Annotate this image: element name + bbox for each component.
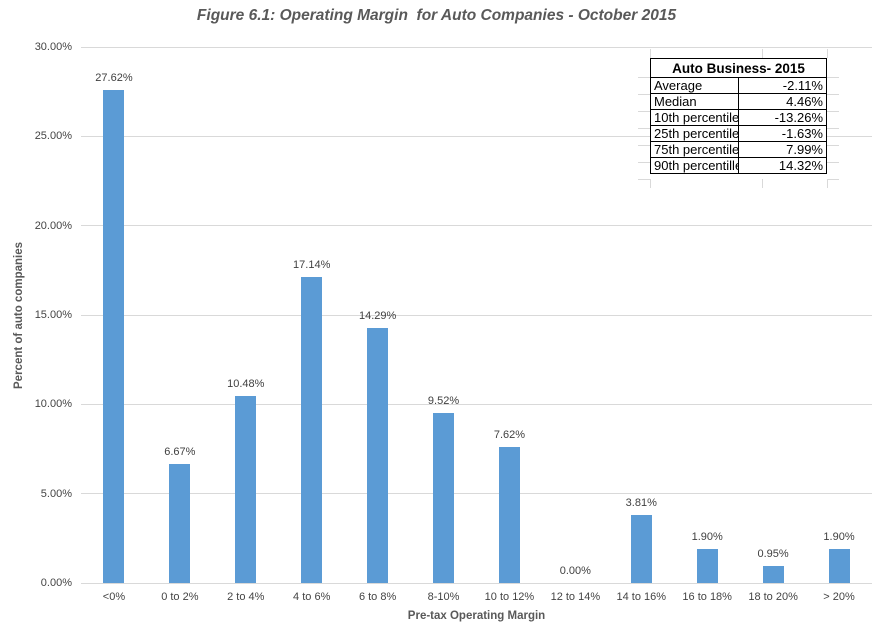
x-tick-label: <0%: [102, 591, 126, 603]
bar-value-label: 3.81%: [625, 496, 657, 509]
spreadsheet-gridline-stub: [827, 111, 839, 112]
spreadsheet-gridline-stub: [827, 128, 839, 129]
plot-area: 0.00% 5.00% 10.00% 15.00% 20.00% 25.00% 30.00%…: [35, 41, 872, 603]
y-tick-label: 0.00%: [40, 577, 72, 589]
y-tick-label: 30.00%: [34, 41, 72, 53]
bar-value-label: 14.29%: [358, 309, 397, 322]
x-tick-label: 0 to 2%: [161, 591, 199, 603]
gridline: [81, 403, 872, 405]
stats-row: 90th percentille 14.32%: [650, 157, 827, 174]
spreadsheet-gridline-stub: [827, 162, 839, 163]
spreadsheet-gridline-stub: [638, 77, 650, 78]
bar: [696, 549, 718, 583]
spreadsheet-gridline-stub: [762, 179, 763, 188]
stats-label: Average: [650, 77, 739, 94]
bar: [498, 446, 520, 583]
x-tick-label: > 20%: [823, 591, 855, 603]
spreadsheet-gridline-stub: [762, 49, 763, 58]
stats-table-title: Auto Business- 2015: [650, 58, 827, 78]
spreadsheet-gridline-stub: [827, 179, 828, 188]
x-tick-label: 18 to 20%: [748, 591, 798, 603]
x-tick-label: 16 to 18%: [682, 591, 732, 603]
stats-value: 14.32%: [738, 157, 827, 174]
x-tick-label: 14 to 16%: [616, 591, 667, 603]
stats-label: 90th percentille: [650, 157, 739, 174]
stats-header-row: Auto Business- 2015: [650, 58, 827, 78]
bar-value-label: 9.52%: [427, 394, 460, 407]
bar: [433, 412, 455, 583]
stats-table-container: Auto Business- 2015 Average -2.11% Median 4.…: [650, 58, 827, 174]
bar-value-label: 0.95%: [757, 548, 789, 561]
stats-row: Average -2.11%: [650, 77, 827, 94]
bar: [367, 327, 389, 583]
stats-row: 75th percentile 7.99%: [650, 141, 827, 158]
x-tick-label: 4 to 6%: [293, 591, 331, 603]
gridline: [81, 582, 872, 584]
spreadsheet-gridline-stub: [827, 145, 839, 146]
gridline: [81, 135, 872, 137]
bar: [630, 514, 652, 583]
bar-value-label: 1.90%: [691, 531, 723, 544]
bar: [762, 566, 784, 583]
bar: [828, 549, 850, 583]
bar-value-label: 1.90%: [823, 531, 855, 544]
x-axis-title: Pre-tax Operating Margin: [407, 610, 546, 622]
stats-value: 4.46%: [738, 93, 827, 110]
spreadsheet-gridline-stub: [827, 49, 828, 58]
bar: [301, 276, 323, 583]
spreadsheet-gridline-stub: [638, 179, 650, 180]
bar: [103, 89, 125, 583]
bar-value-label: 10.48%: [227, 377, 265, 390]
stats-value: 7.99%: [738, 141, 827, 158]
gridline: [81, 225, 872, 227]
gridline: [81, 493, 872, 495]
spreadsheet-gridline-stub: [827, 77, 839, 78]
bar-value-label: 27.62%: [95, 71, 133, 84]
gridline: [81, 46, 872, 48]
x-tick-label: 2 to 4%: [227, 591, 265, 603]
bar-value-label: 7.62%: [493, 428, 526, 441]
gridline: [81, 314, 872, 316]
bar-value-label: 17.14%: [293, 258, 331, 271]
spreadsheet-gridline-stub: [827, 94, 839, 95]
stats-label: 25th percentile: [650, 125, 739, 142]
spreadsheet-gridline-stub: [650, 49, 651, 58]
stats-value: -13.26%: [738, 109, 827, 126]
x-tick-label: 8-10%: [427, 591, 460, 603]
x-tick-label: 12 to 14%: [550, 591, 601, 603]
y-tick-label: 20.00%: [34, 219, 72, 232]
spreadsheet-gridline-stub: [638, 111, 650, 112]
chart-title: Figure 6.1: Operating Margin for Auto Co…: [196, 7, 677, 24]
x-tick-label: 10 to 12%: [484, 591, 535, 603]
stats-row: 10th percentile -13.26%: [650, 109, 827, 126]
bar-value-label: 6.67%: [164, 445, 196, 458]
y-tick-label: 10.00%: [34, 398, 72, 411]
stats-row: Median 4.46%: [650, 93, 827, 110]
stats-label: 10th percentile: [650, 109, 739, 126]
y-tick-label: 15.00%: [34, 309, 72, 321]
x-tick-label: 6 to 8%: [358, 591, 397, 603]
spreadsheet-gridline-stub: [827, 179, 839, 180]
spreadsheet-gridline-stub: [638, 145, 650, 146]
spreadsheet-gridline-stub: [650, 179, 651, 188]
stats-value: -1.63%: [738, 125, 827, 142]
stats-value: -2.11%: [738, 77, 827, 94]
bar: [235, 395, 257, 583]
spreadsheet-gridline-stub: [638, 162, 650, 163]
stats-label: 75th percentile: [650, 141, 739, 158]
spreadsheet-gridline-stub: [638, 94, 650, 95]
y-tick-label: 5.00%: [40, 487, 72, 500]
stats-row: 25th percentile -1.63%: [650, 125, 827, 142]
spreadsheet-gridline-stub: [638, 128, 650, 129]
y-tick-label: 25.00%: [34, 130, 72, 143]
stats-label: Median: [650, 93, 739, 110]
bar-value-label: 0.00%: [559, 565, 591, 577]
stats-table: Auto Business- 2015 Average -2.11% Median 4.…: [650, 58, 827, 174]
bar: [169, 463, 191, 583]
